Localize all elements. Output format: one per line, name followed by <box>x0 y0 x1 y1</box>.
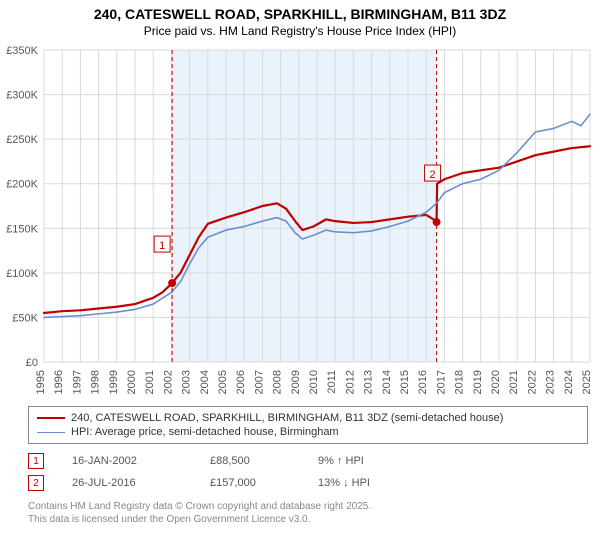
xtick-label: 2007 <box>253 370 265 394</box>
ytick-label: £350K <box>6 45 38 57</box>
title-line1: 240, CATESWELL ROAD, SPARKHILL, BIRMINGH… <box>0 6 600 22</box>
xtick-label: 2002 <box>162 370 174 394</box>
xtick-label: 2001 <box>144 370 156 394</box>
xtick-label: 2024 <box>563 370 575 394</box>
xtick-label: 1995 <box>35 370 47 394</box>
xtick-label: 2018 <box>454 370 466 394</box>
xtick-label: 2009 <box>290 370 302 394</box>
xtick-label: 2025 <box>581 370 593 394</box>
xtick-label: 2016 <box>417 370 429 394</box>
marker-price: £88,500 <box>210 455 290 467</box>
marker-id-box: 1 <box>28 453 44 469</box>
xtick-label: 2019 <box>472 370 484 394</box>
shaded-region <box>172 50 436 362</box>
xtick-label: 2013 <box>363 370 375 394</box>
marker-dot-1 <box>168 279 176 287</box>
xtick-label: 2006 <box>235 370 247 394</box>
marker-diff: 9% ↑ HPI <box>318 455 438 467</box>
xtick-label: 2015 <box>399 370 411 394</box>
marker-dot-2 <box>433 218 441 226</box>
legend-swatch <box>37 432 65 433</box>
marker-box-label-1: 1 <box>159 240 165 252</box>
marker-price: £157,000 <box>210 477 290 489</box>
legend-label: 240, CATESWELL ROAD, SPARKHILL, BIRMINGH… <box>71 412 503 424</box>
legend: 240, CATESWELL ROAD, SPARKHILL, BIRMINGH… <box>28 406 588 444</box>
marker-id-box: 2 <box>28 475 44 491</box>
xtick-label: 2010 <box>308 370 320 394</box>
xtick-label: 2022 <box>526 370 538 394</box>
xtick-label: 1996 <box>53 370 65 394</box>
marker-diff: 13% ↓ HPI <box>318 477 438 489</box>
xtick-label: 2017 <box>435 370 447 394</box>
marker-table: 1 16-JAN-2002 £88,500 9% ↑ HPI 2 26-JUL-2016 £… <box>28 450 588 494</box>
footer-note: Contains HM Land Registry data © Crown c… <box>28 500 588 526</box>
marker-date: 16-JAN-2002 <box>72 455 182 467</box>
marker-date: 26-JUL-2016 <box>72 477 182 489</box>
legend-label: HPI: Average price, semi-detached house,… <box>71 426 339 438</box>
xtick-label: 2005 <box>217 370 229 394</box>
footer-line2: This data is licensed under the Open Gov… <box>28 513 588 526</box>
xtick-label: 2003 <box>181 370 193 394</box>
ytick-label: £100K <box>6 268 38 280</box>
xtick-label: 2012 <box>344 370 356 394</box>
marker-box-label-2: 2 <box>430 169 436 181</box>
legend-row: 240, CATESWELL ROAD, SPARKHILL, BIRMINGH… <box>37 411 579 425</box>
xtick-label: 1999 <box>108 370 120 394</box>
ytick-label: £250K <box>6 134 38 146</box>
chart-title: 240, CATESWELL ROAD, SPARKHILL, BIRMINGH… <box>0 0 600 42</box>
xtick-label: 2000 <box>126 370 138 394</box>
xtick-label: 1998 <box>90 370 102 394</box>
ytick-label: £300K <box>6 90 38 102</box>
ytick-label: £150K <box>6 223 38 235</box>
legend-row: HPI: Average price, semi-detached house,… <box>37 425 579 439</box>
legend-swatch <box>37 417 65 419</box>
ytick-label: £0 <box>26 357 38 369</box>
xtick-label: 2014 <box>381 370 393 394</box>
chart-area: £0 £50K £100K £150K £200K £250K £300K £350K 1995… <box>0 42 600 402</box>
xtick-label: 2011 <box>326 370 338 394</box>
xtick-label: 2008 <box>272 370 284 394</box>
marker-row: 2 26-JUL-2016 £157,000 13% ↓ HPI <box>28 472 588 494</box>
xtick-label: 2023 <box>545 370 557 394</box>
xtick-label: 1997 <box>71 370 83 394</box>
footer-line1: Contains HM Land Registry data © Crown c… <box>28 500 588 513</box>
xtick-label: 2020 <box>490 370 502 394</box>
xtick-label: 2021 <box>508 370 520 394</box>
chart-svg: £0 £50K £100K £150K £200K £250K £300K £350K 1995… <box>0 42 600 402</box>
ytick-label: £50K <box>12 312 38 324</box>
marker-row: 1 16-JAN-2002 £88,500 9% ↑ HPI <box>28 450 588 472</box>
title-line2: Price paid vs. HM Land Registry's House … <box>0 24 600 38</box>
xtick-label: 2004 <box>199 370 211 394</box>
ytick-label: £200K <box>6 179 38 191</box>
